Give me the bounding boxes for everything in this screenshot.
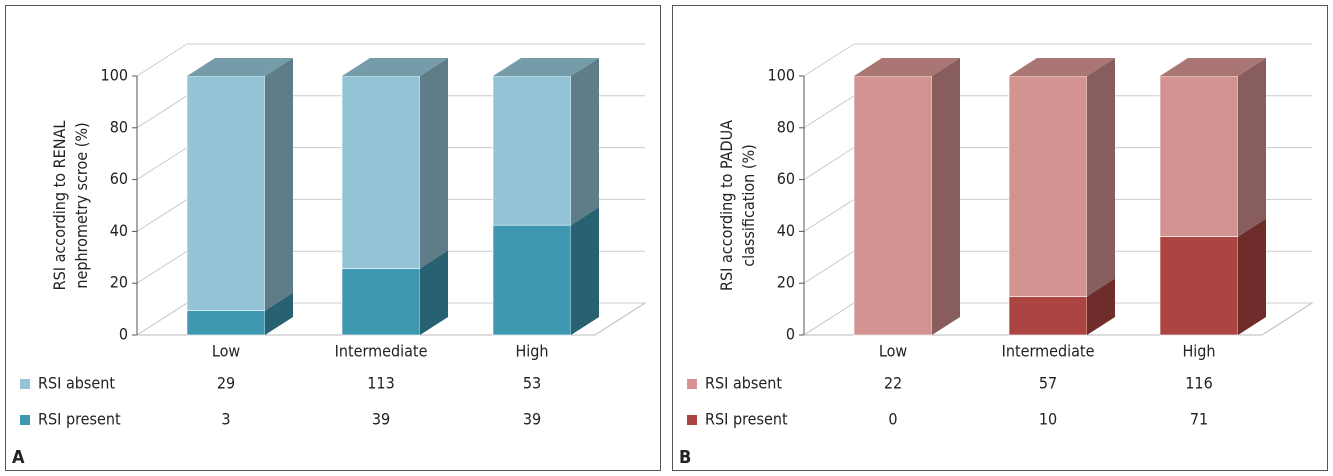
y-tick-label: 80 bbox=[777, 117, 795, 136]
table-cell: 53 bbox=[523, 374, 541, 393]
y-tick-label: 20 bbox=[777, 273, 795, 292]
bar bbox=[341, 75, 421, 269]
y-tick-label: 100 bbox=[768, 66, 795, 85]
legend-label: RSI present bbox=[38, 410, 121, 429]
bar-side bbox=[1087, 278, 1115, 335]
legend-swatch bbox=[20, 379, 30, 389]
grid-line bbox=[136, 43, 645, 77]
y-axis-label-line: RSI according to RENAL bbox=[50, 121, 69, 291]
panel-label: A bbox=[12, 447, 25, 468]
x-tick-label: High bbox=[515, 342, 548, 361]
y-tick-label: 0 bbox=[786, 325, 795, 344]
bar bbox=[492, 224, 572, 336]
legend-label: RSI absent bbox=[705, 374, 782, 393]
legend-label: RSI absent bbox=[38, 374, 115, 393]
y-axis-label-line: classification (%) bbox=[739, 144, 758, 267]
y-axis-label-line: RSI according to PADUA bbox=[717, 120, 736, 291]
bar-side bbox=[1087, 58, 1115, 297]
table-cell: 10 bbox=[1039, 410, 1057, 429]
y-tick-label: 60 bbox=[777, 169, 795, 188]
table-cell: 39 bbox=[523, 410, 541, 429]
legend-swatch bbox=[20, 415, 30, 425]
panel-border bbox=[672, 5, 1328, 471]
x-tick-label: Low bbox=[879, 342, 908, 361]
legend-label: RSI present bbox=[705, 410, 788, 429]
bar-side bbox=[571, 207, 599, 335]
y-axis-label: RSI according to PADUA classification (%) bbox=[717, 120, 758, 291]
legend-swatch bbox=[687, 415, 697, 425]
bar bbox=[1159, 75, 1239, 237]
bar bbox=[1159, 236, 1239, 336]
x-tick-label: High bbox=[1182, 342, 1215, 361]
y-tick-label: 0 bbox=[119, 325, 128, 344]
table-cell: 0 bbox=[888, 410, 897, 429]
legend-swatch bbox=[687, 379, 697, 389]
bar bbox=[1008, 75, 1088, 297]
table-cell: 22 bbox=[884, 374, 902, 393]
grid-line bbox=[803, 43, 1312, 77]
table-cell: 3 bbox=[221, 410, 230, 429]
x-tick-label: Low bbox=[212, 342, 241, 361]
y-tick-label: 40 bbox=[777, 221, 795, 240]
table-cell: 57 bbox=[1039, 374, 1057, 393]
bar-top bbox=[187, 58, 293, 76]
y-tick-label: 20 bbox=[110, 273, 128, 292]
bar-top bbox=[1009, 58, 1115, 76]
bar-side bbox=[420, 250, 448, 335]
table-cell: 71 bbox=[1190, 410, 1208, 429]
bar-top bbox=[342, 58, 448, 76]
bar-side bbox=[571, 58, 599, 226]
bar-side bbox=[265, 58, 293, 311]
bar bbox=[186, 75, 266, 311]
y-axis-label-line: nephrometry scroe (%) bbox=[72, 122, 91, 288]
bar bbox=[186, 310, 266, 336]
bar-side bbox=[1238, 58, 1266, 237]
bar-side bbox=[932, 58, 960, 335]
bar bbox=[341, 268, 421, 336]
bar-top bbox=[1160, 58, 1266, 76]
panel-label: B bbox=[679, 447, 691, 468]
x-tick-label: Intermediate bbox=[1002, 342, 1095, 361]
table-cell: 113 bbox=[367, 374, 394, 393]
bar-side bbox=[420, 58, 448, 269]
table-cell: 29 bbox=[217, 374, 235, 393]
bar bbox=[853, 75, 933, 336]
y-axis-label: RSI according to RENAL nephrometry scroe … bbox=[50, 121, 91, 291]
x-tick-label: Intermediate bbox=[335, 342, 428, 361]
bar-side bbox=[1238, 218, 1266, 335]
bar bbox=[492, 75, 572, 226]
table-cell: 39 bbox=[372, 410, 390, 429]
table-cell: 116 bbox=[1185, 374, 1212, 393]
bar-top bbox=[493, 58, 599, 76]
bar-side bbox=[265, 292, 293, 335]
panel-border bbox=[5, 5, 661, 471]
y-tick-label: 60 bbox=[110, 169, 128, 188]
bar-top bbox=[854, 58, 960, 76]
chart: A 0 20 40 60 80 100 RSI according to RENAL nephr… bbox=[5, 5, 661, 471]
y-tick-label: 100 bbox=[101, 66, 128, 85]
bar bbox=[1008, 296, 1088, 336]
y-tick-label: 80 bbox=[110, 117, 128, 136]
y-tick-label: 40 bbox=[110, 221, 128, 240]
